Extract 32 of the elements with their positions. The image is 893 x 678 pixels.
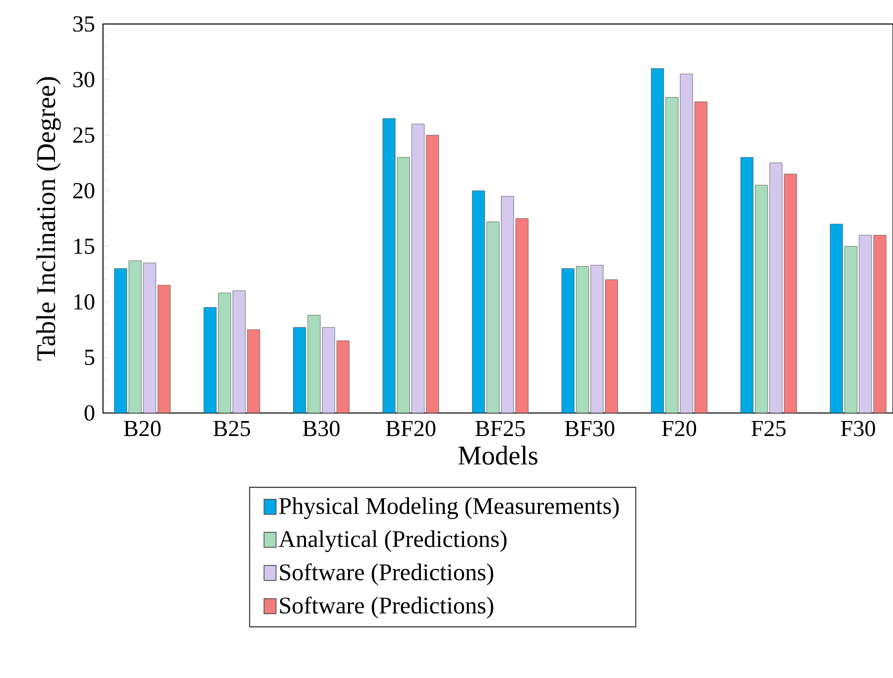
x-tick-label: F30 (840, 420, 876, 436)
bar (590, 264, 604, 413)
bar (412, 124, 424, 413)
legend-label: Software (Predictions) (280, 563, 494, 586)
x-tick-label: BF25 (475, 420, 525, 436)
y-tick-label: 5 (85, 350, 94, 366)
legend-label: Physical Modeling (Measurements) (279, 497, 619, 520)
y-tick-label: 10 (74, 294, 94, 310)
x-tick-label: BF20 (386, 420, 436, 436)
x-axis-title: Models (458, 446, 538, 465)
y-tick-label: 25 (73, 127, 94, 143)
y-tick-label: 15 (74, 238, 94, 254)
bar (501, 196, 514, 413)
x-tick-label: F20 (662, 420, 696, 436)
bar (232, 290, 246, 413)
y-tick-label: 35 (73, 16, 94, 32)
legend-label: Software (Predictions) (280, 596, 494, 618)
bar (143, 262, 156, 413)
x-tick-label: BF30 (564, 420, 614, 436)
y-tick-label: 20 (73, 182, 94, 198)
legend-label: Analytical (Predictions) (278, 530, 506, 552)
bar (858, 234, 872, 413)
x-tick-label: F25 (751, 420, 786, 436)
bar (322, 327, 336, 413)
bar (680, 74, 693, 413)
x-tick-label: B25 (213, 420, 250, 436)
x-tick-label: B30 (302, 420, 340, 436)
y-tick-label: 0 (84, 405, 94, 421)
y-axis-title: Table Inclination (Degree) (36, 77, 61, 360)
bar (769, 162, 782, 413)
x-tick-label: B20 (124, 420, 161, 436)
y-tick-label: 30 (73, 72, 94, 88)
